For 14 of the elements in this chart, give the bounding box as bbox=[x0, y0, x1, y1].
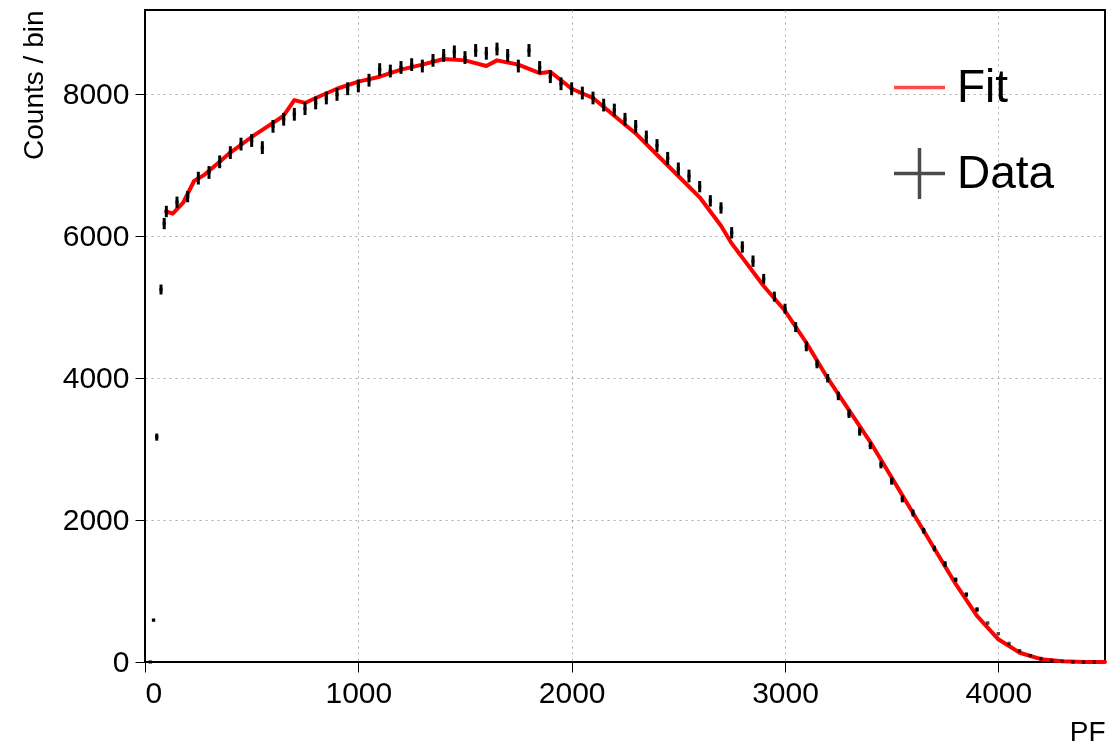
legend-label: Fit bbox=[957, 59, 1009, 112]
y-axis-title: Counts / bin bbox=[17, 10, 49, 160]
y-tick-label: 6000 bbox=[62, 218, 130, 252]
x-tick-label: 1000 bbox=[325, 675, 393, 709]
y-tick-label: 0 bbox=[112, 644, 130, 678]
x-tick-label: 3000 bbox=[752, 675, 819, 709]
x-tick-label: 4000 bbox=[965, 675, 1033, 709]
x-tick-label: 2000 bbox=[538, 675, 606, 709]
x-axis-title: PF bbox=[1069, 715, 1106, 747]
y-tick-label: 4000 bbox=[62, 360, 130, 394]
legend-label: Data bbox=[957, 145, 1055, 198]
x-tick-label: 0 bbox=[145, 675, 163, 709]
y-tick-label: 2000 bbox=[62, 502, 130, 536]
y-tick-label: 8000 bbox=[62, 76, 130, 110]
